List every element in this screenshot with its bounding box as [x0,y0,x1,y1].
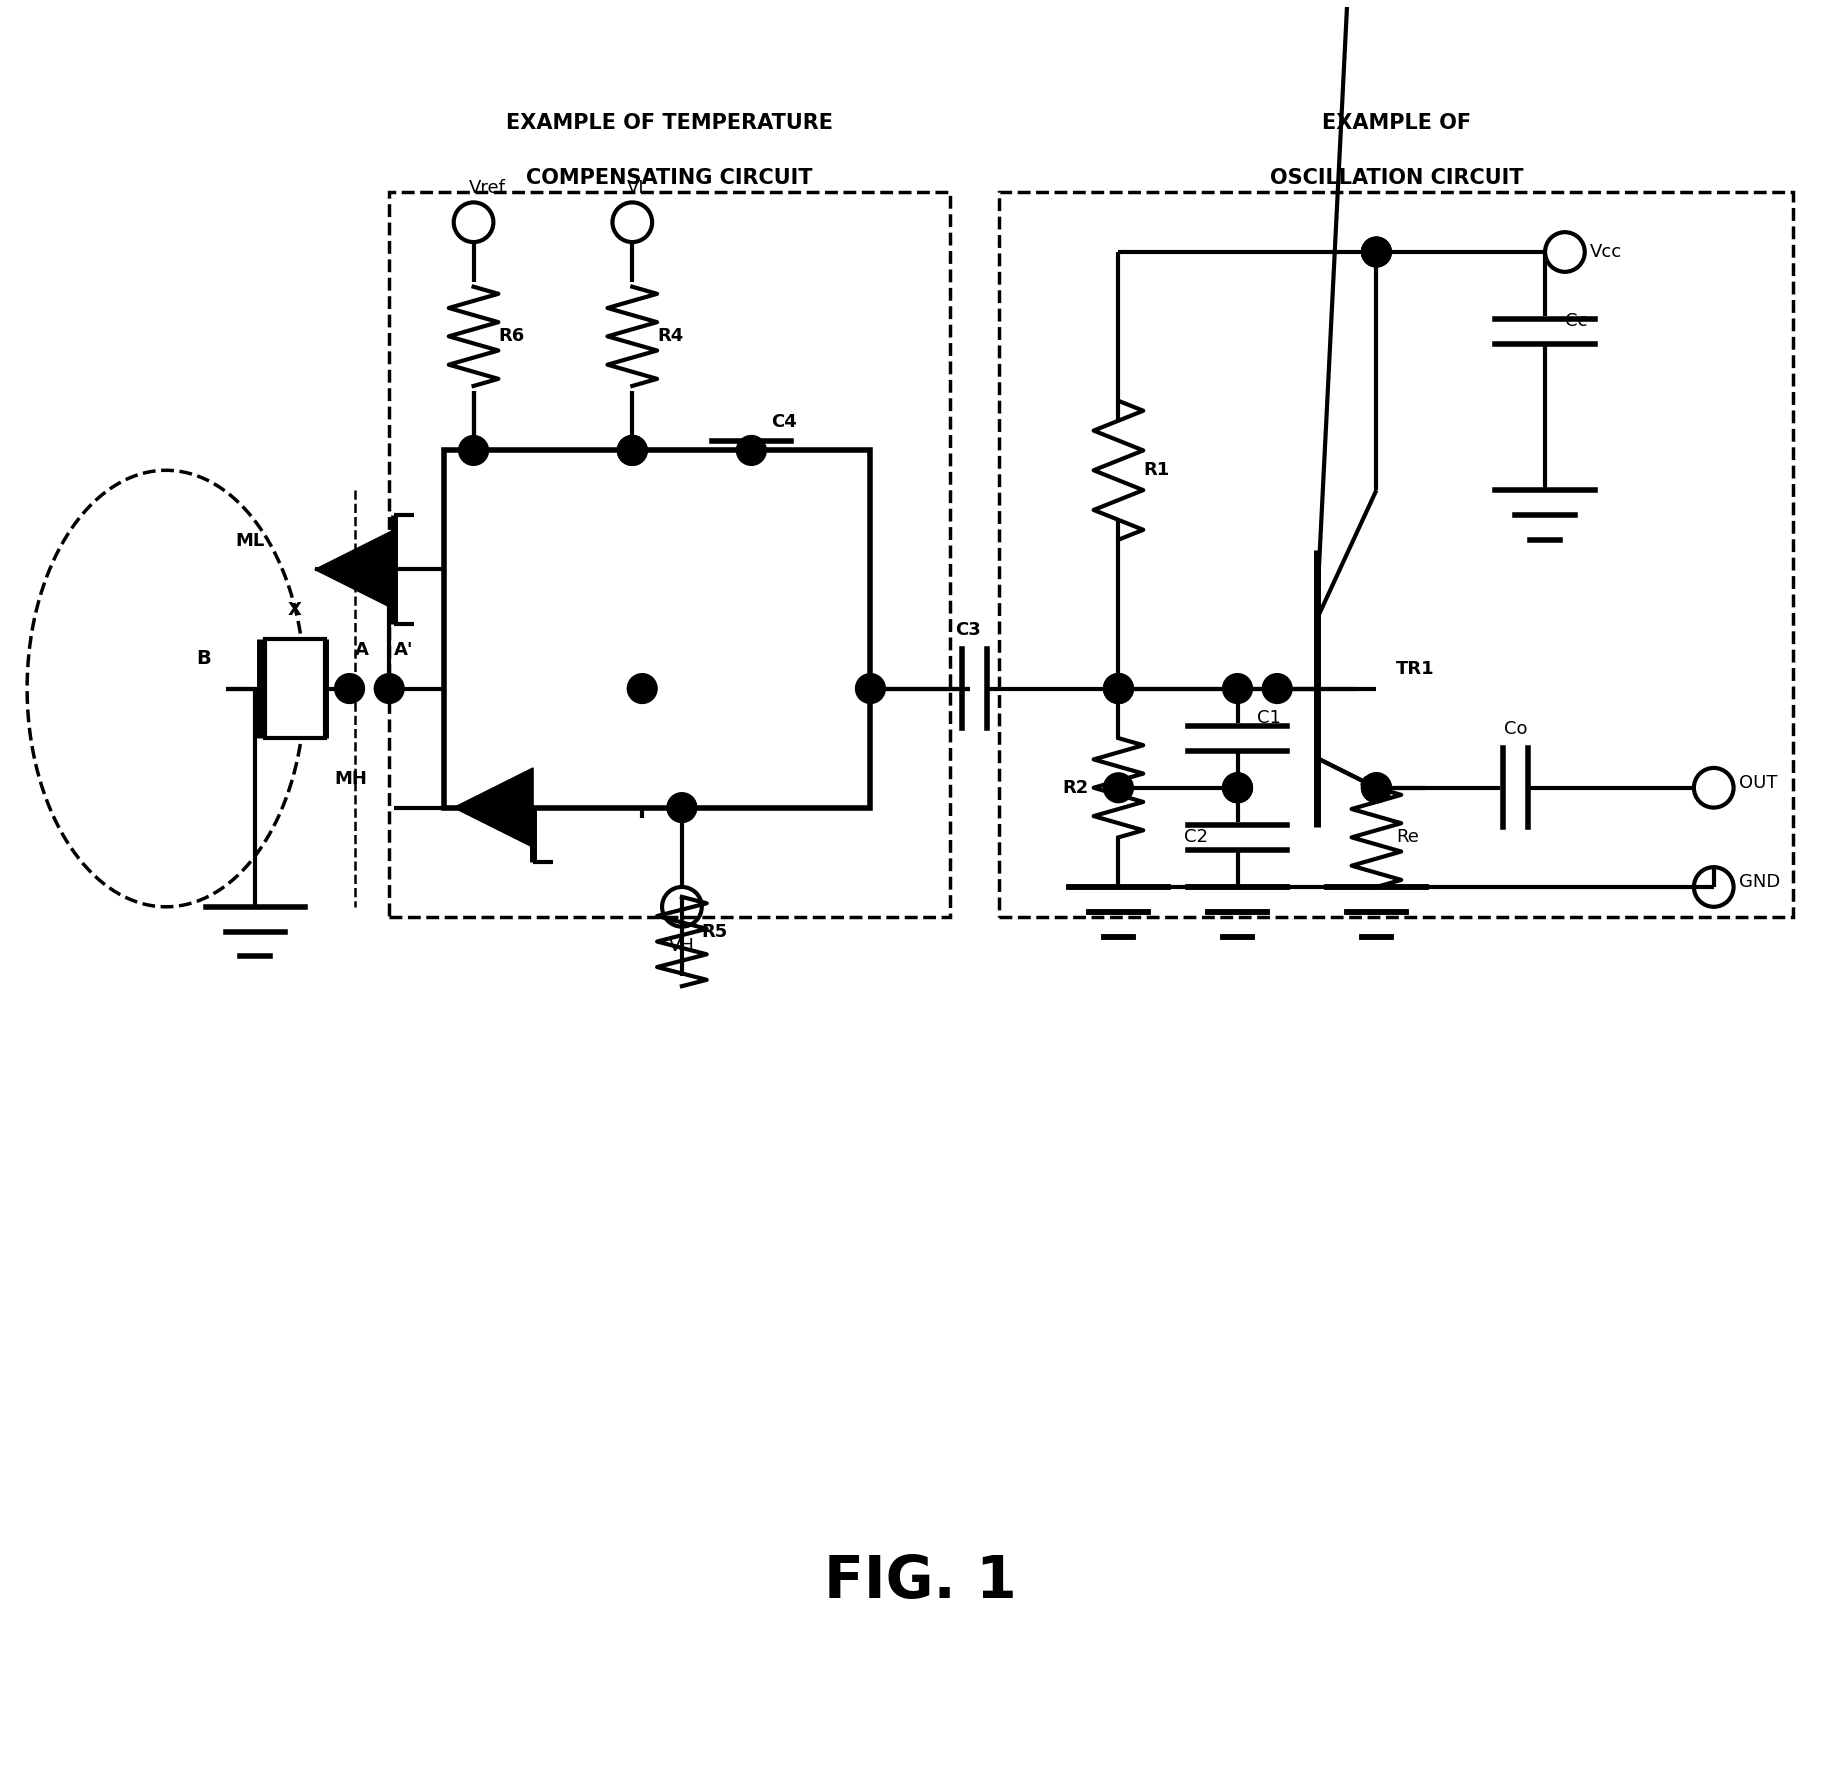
Circle shape [1222,772,1252,802]
Text: R5: R5 [701,922,727,940]
Circle shape [1362,237,1392,267]
Text: C4: C4 [772,412,797,431]
Circle shape [1362,237,1392,267]
Text: R2: R2 [1063,779,1089,797]
Text: B: B [196,648,210,668]
Text: Re: Re [1396,829,1420,846]
Text: R1: R1 [1143,461,1170,479]
Text: COMPENSATING CIRCUIT: COMPENSATING CIRCUIT [526,168,812,187]
Circle shape [1222,772,1252,802]
Circle shape [737,435,766,465]
Text: OUT: OUT [1739,774,1778,792]
Circle shape [458,435,489,465]
Text: ML: ML [236,532,264,550]
Text: GND: GND [1739,873,1780,891]
Polygon shape [316,530,395,610]
Polygon shape [454,769,533,848]
Bar [266,640,325,739]
Text: VH: VH [668,937,694,954]
Text: EXAMPLE OF TEMPERATURE: EXAMPLE OF TEMPERATURE [506,113,833,133]
Text: A: A [354,641,369,659]
Circle shape [1104,673,1133,703]
Text: C1: C1 [1257,709,1281,728]
Text: TR1: TR1 [1396,659,1434,679]
Circle shape [666,793,696,822]
Circle shape [1222,673,1252,703]
Circle shape [1362,772,1392,802]
Circle shape [334,673,364,703]
Circle shape [1362,772,1392,802]
Text: MH: MH [334,770,367,788]
Bar [999,193,1792,917]
Text: Vref: Vref [469,180,506,198]
Text: C2: C2 [1183,829,1207,846]
Text: C3: C3 [954,620,980,640]
Circle shape [375,673,404,703]
Bar [390,193,951,917]
Circle shape [1104,673,1133,703]
Circle shape [1263,673,1292,703]
Text: X: X [288,601,303,618]
Text: Vcc: Vcc [1589,244,1623,262]
Text: VL: VL [628,180,650,198]
Text: R6: R6 [498,327,524,345]
Text: A': A' [395,641,414,659]
Circle shape [855,673,886,703]
Circle shape [617,435,648,465]
Text: EXAMPLE OF: EXAMPLE OF [1322,113,1471,133]
Text: R4: R4 [657,327,683,345]
Circle shape [1104,772,1133,802]
Text: OSCILLATION CIRCUIT: OSCILLATION CIRCUIT [1270,168,1523,187]
Text: Co: Co [1503,721,1527,739]
Text: Cc: Cc [1565,313,1588,330]
Circle shape [628,673,657,703]
Bar [443,451,871,808]
Text: FIG. 1: FIG. 1 [823,1553,1017,1610]
Circle shape [617,435,648,465]
